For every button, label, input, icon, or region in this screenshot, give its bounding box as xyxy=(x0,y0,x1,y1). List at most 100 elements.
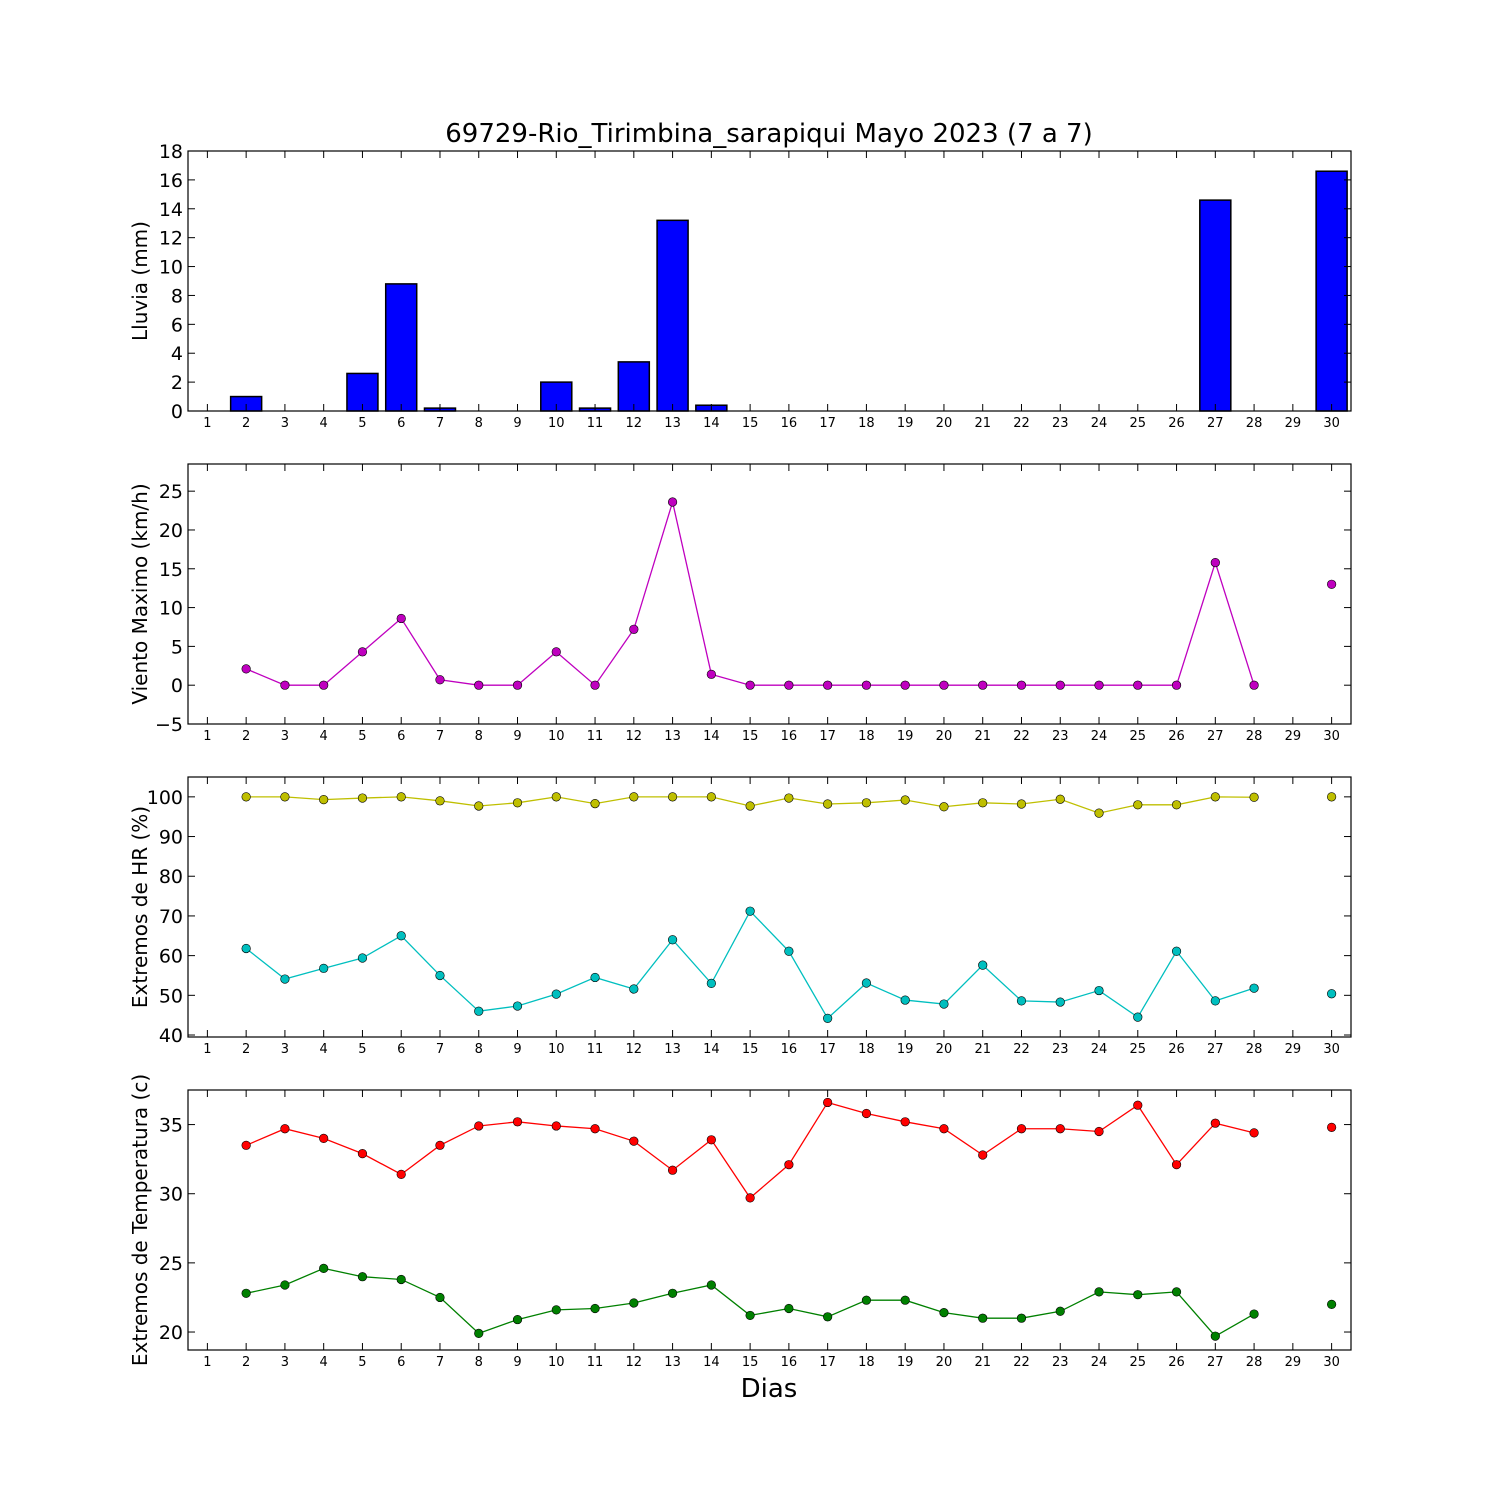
x-tick-label: 29 xyxy=(1285,729,1302,744)
x-tick-label: 6 xyxy=(397,729,405,744)
series-1-point-day-25 xyxy=(1133,1290,1143,1300)
series-0-point-day-2 xyxy=(241,1140,251,1150)
x-tick-label: 26 xyxy=(1168,416,1185,431)
series-1-point-day-27 xyxy=(1210,1331,1220,1341)
x-tick-label: 1 xyxy=(203,1042,211,1057)
x-tick-label: 4 xyxy=(320,1042,328,1057)
series-1-point-day-28 xyxy=(1249,983,1259,993)
x-tick-label: 25 xyxy=(1130,1042,1147,1057)
series-1-point-day-3 xyxy=(280,974,290,984)
series-0-point-day-13 xyxy=(667,792,678,802)
y-tick-label: −5 xyxy=(155,714,183,736)
x-tick-label: 21 xyxy=(974,1355,991,1370)
series-0-point-day-15 xyxy=(745,1193,755,1203)
series-0-point-day-30 xyxy=(1327,1122,1337,1132)
x-tick-label: 8 xyxy=(475,729,483,744)
y-tick-label: 70 xyxy=(159,906,183,928)
x-tick-label: 13 xyxy=(664,416,681,431)
x-tick-label: 17 xyxy=(819,1042,836,1057)
series-0-point-day-9 xyxy=(512,680,523,690)
x-tick-label: 1 xyxy=(203,729,211,744)
series-1-point-day-23 xyxy=(1055,997,1065,1007)
x-tick-label: 25 xyxy=(1130,1355,1147,1370)
series-0-point-day-5 xyxy=(357,647,368,657)
bar-day-6 xyxy=(384,283,418,412)
series-1-point-day-18 xyxy=(861,978,872,988)
x-tick-label: 1 xyxy=(203,1355,211,1370)
x-tick-label: 16 xyxy=(781,729,798,744)
x-tick-label: 6 xyxy=(397,416,405,431)
series-0-point-day-3 xyxy=(280,792,290,802)
y-tick-label: 15 xyxy=(159,559,183,581)
x-tick-label: 28 xyxy=(1246,416,1263,431)
y-tick-label: 25 xyxy=(159,1253,183,1275)
series-0-point-day-22 xyxy=(1016,680,1027,690)
series-0-point-day-17 xyxy=(823,680,833,690)
series-1-point-day-17 xyxy=(823,1312,833,1322)
x-tick-label: 28 xyxy=(1246,1355,1263,1370)
series-1-point-day-13 xyxy=(667,1288,678,1298)
x-tick-label: 13 xyxy=(664,1042,681,1057)
series-1-point-day-5 xyxy=(357,953,368,963)
series-0-point-day-22 xyxy=(1016,799,1027,809)
y-tick-label: 80 xyxy=(159,866,183,888)
x-tick-label: 13 xyxy=(664,1355,681,1370)
x-tick-label: 11 xyxy=(587,1355,604,1370)
y-axis-label-lluvia: Lluvia (mm) xyxy=(128,221,152,341)
axes-frame xyxy=(187,150,1352,412)
series-1-point-day-19 xyxy=(900,1295,910,1305)
series-0-point-day-24 xyxy=(1094,680,1104,690)
x-tick-label: 14 xyxy=(703,1042,720,1057)
x-tick-label: 11 xyxy=(587,729,604,744)
x-tick-label: 27 xyxy=(1207,1355,1224,1370)
series-0-point-day-30 xyxy=(1327,792,1337,802)
series-0-point-day-17 xyxy=(823,799,833,809)
series-0-point-day-12 xyxy=(629,792,639,802)
series-0-point-day-28 xyxy=(1249,792,1259,802)
x-tick-label: 11 xyxy=(587,416,604,431)
x-tick-label: 22 xyxy=(1013,1042,1030,1057)
series-1-point-day-12 xyxy=(629,984,639,994)
series-0-point-day-19 xyxy=(900,680,910,690)
series-0-point-day-3 xyxy=(280,1124,290,1134)
x-tick-label: 30 xyxy=(1323,1355,1340,1370)
series-0-point-day-26 xyxy=(1171,1160,1182,1170)
x-tick-label: 13 xyxy=(664,729,681,744)
y-tick-label: 50 xyxy=(159,985,183,1007)
series-1-point-day-3 xyxy=(280,1280,290,1290)
series-1-point-day-17 xyxy=(823,1013,833,1023)
x-tick-label: 28 xyxy=(1246,729,1263,744)
x-tick-label: 24 xyxy=(1091,1355,1108,1370)
x-tick-label: 30 xyxy=(1323,1042,1340,1057)
series-1-point-day-26 xyxy=(1171,1287,1182,1297)
series-0-point-day-23 xyxy=(1055,680,1065,690)
x-tick-label: 11 xyxy=(587,1042,604,1057)
series-1-point-day-28 xyxy=(1249,1309,1259,1319)
series-1-point-day-8 xyxy=(474,1328,484,1338)
x-tick-label: 6 xyxy=(397,1355,405,1370)
y-tick-label: 8 xyxy=(171,285,183,307)
series-1-point-day-10 xyxy=(551,989,561,999)
x-tick-label: 9 xyxy=(513,416,521,431)
series-0-point-day-7 xyxy=(435,796,445,806)
series-0-point-day-7 xyxy=(435,1140,445,1150)
series-1-point-day-18 xyxy=(861,1295,872,1305)
x-tick-label: 23 xyxy=(1052,416,1069,431)
y-axis-label-hr: Extremos de HR (%) xyxy=(128,806,152,1008)
series-0-point-day-2 xyxy=(241,792,251,802)
series-0-point-day-3 xyxy=(280,680,290,690)
series-0-point-day-16 xyxy=(784,1160,794,1170)
series-1-point-day-22 xyxy=(1016,996,1027,1006)
series-1-point-day-8 xyxy=(474,1006,484,1016)
series-0-point-day-5 xyxy=(357,793,368,803)
series-0-point-day-26 xyxy=(1171,800,1182,810)
series-1-point-day-14 xyxy=(706,1280,716,1290)
y-tick-label: 60 xyxy=(159,946,183,968)
y-tick-label: 25 xyxy=(159,481,183,503)
y-tick-label: 35 xyxy=(159,1115,183,1137)
x-tick-label: 5 xyxy=(358,1355,366,1370)
y-tick-label: 0 xyxy=(171,675,183,697)
x-tick-label: 18 xyxy=(858,1042,875,1057)
